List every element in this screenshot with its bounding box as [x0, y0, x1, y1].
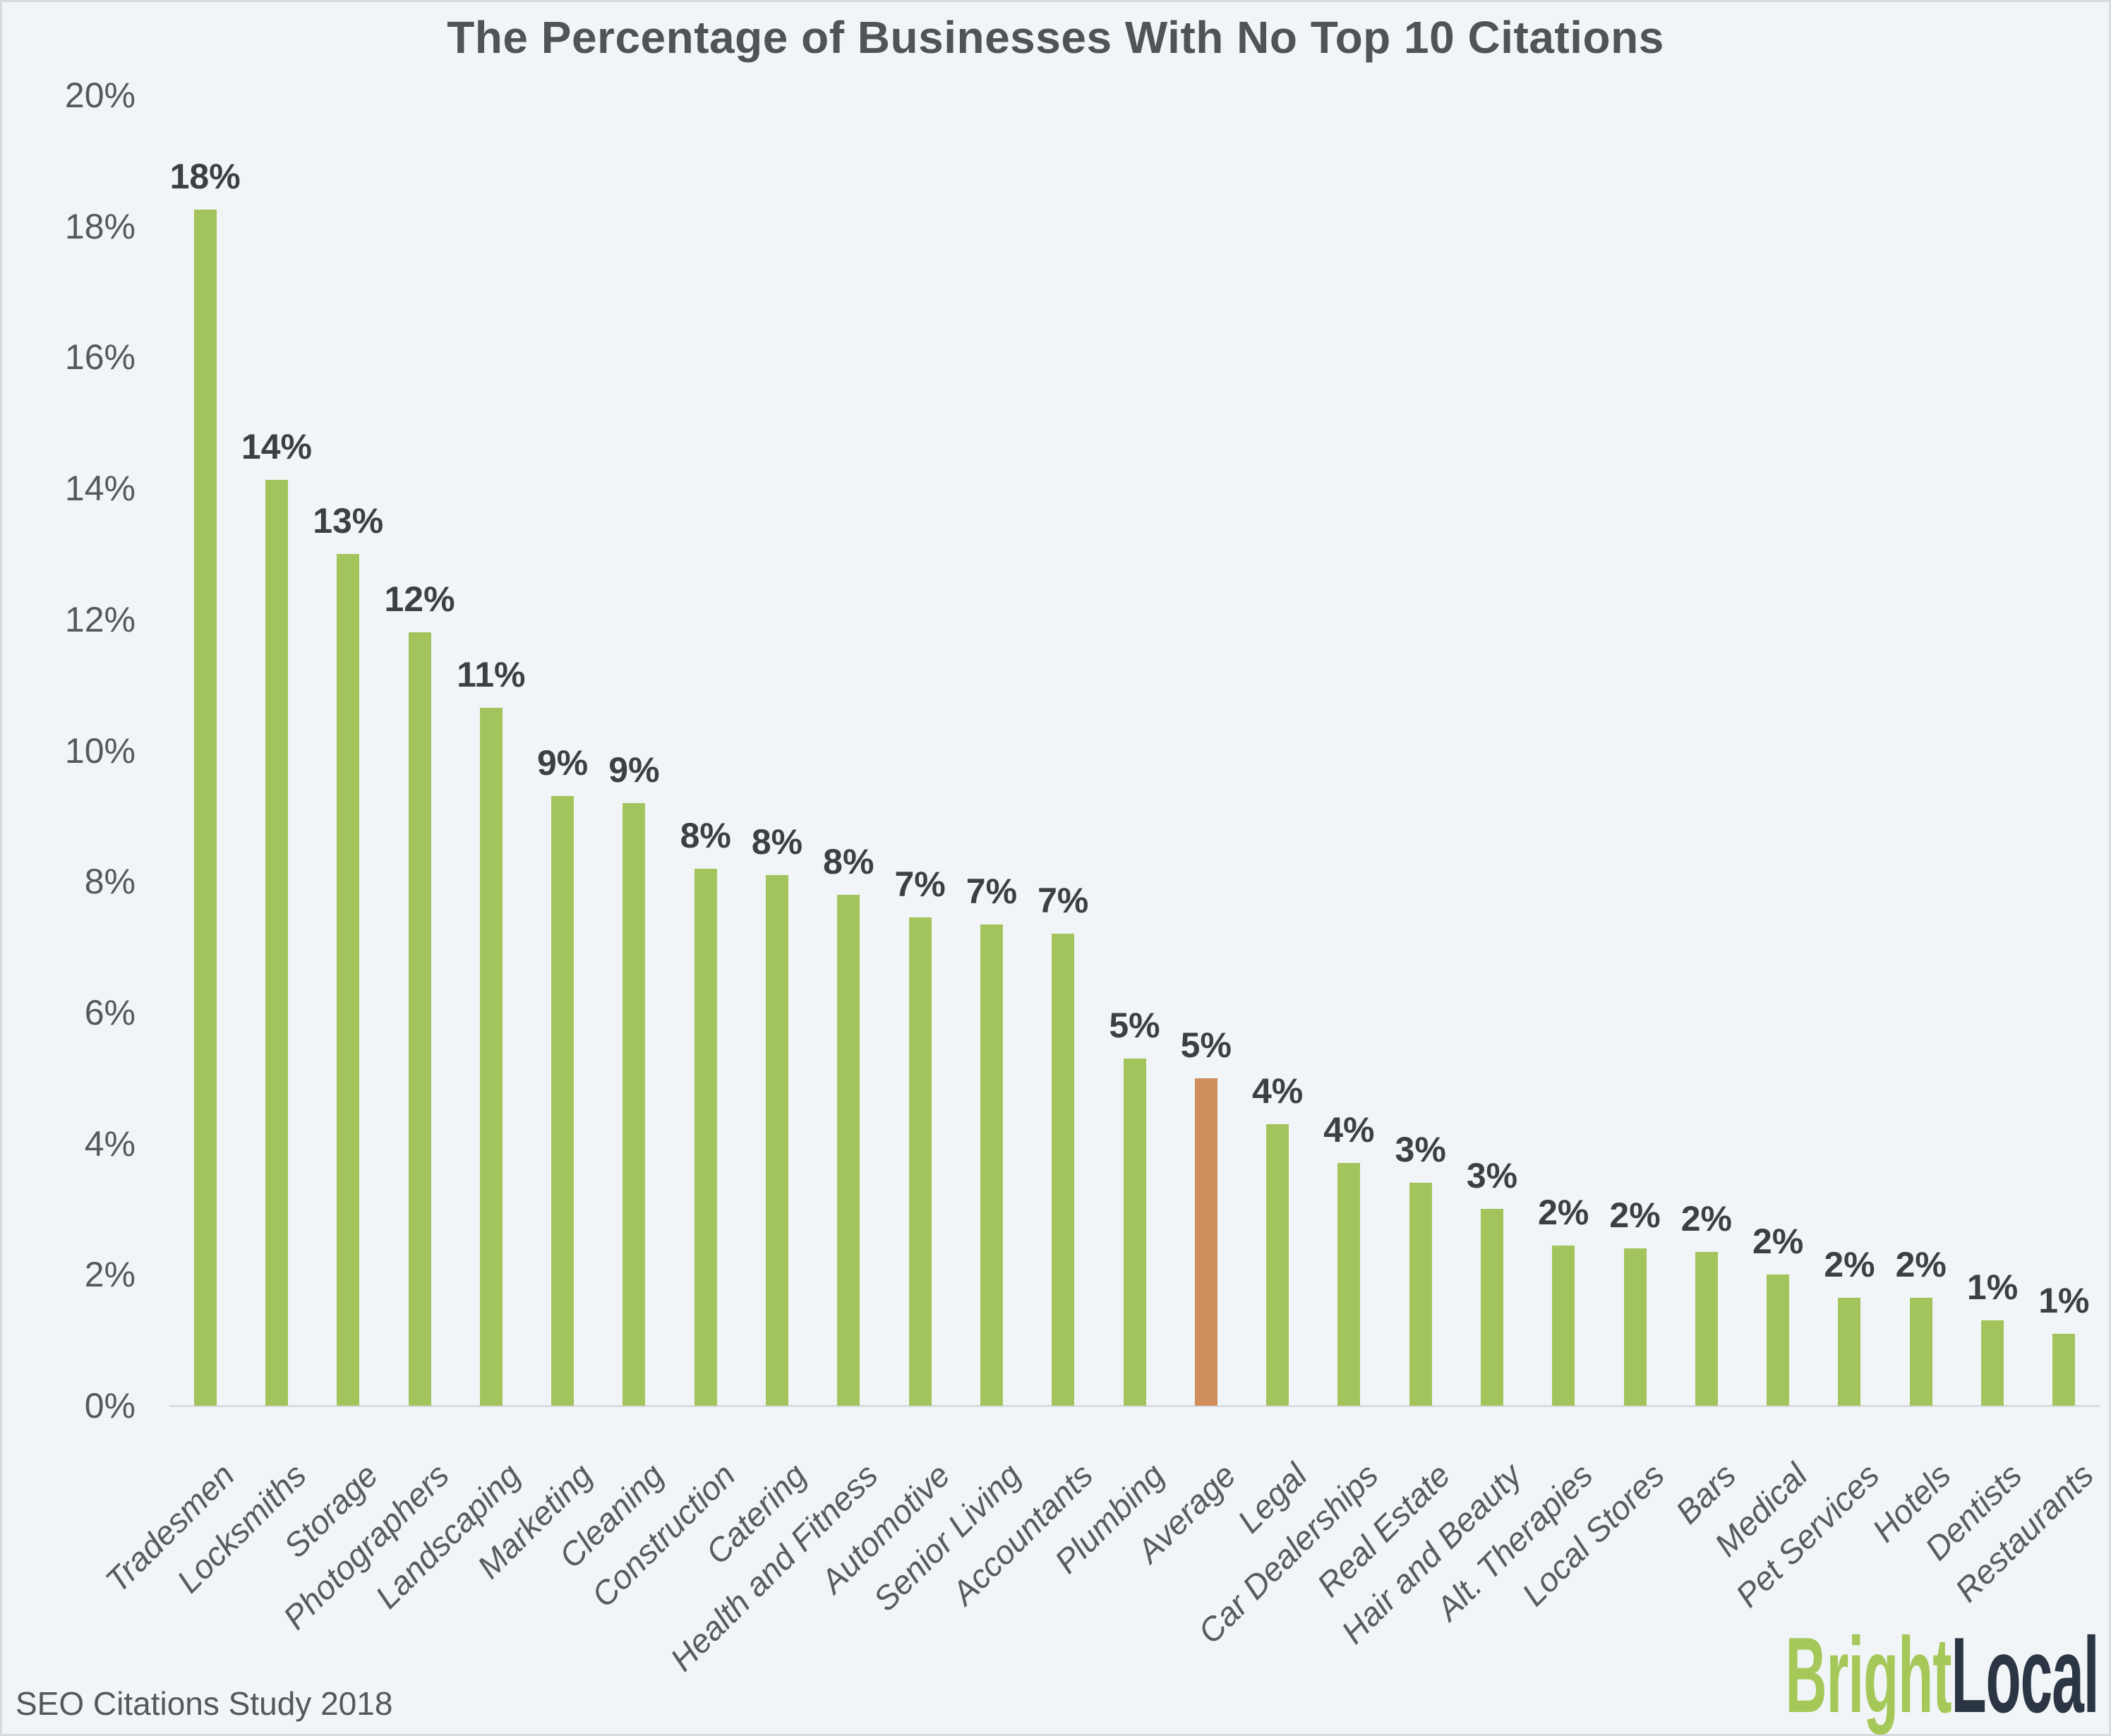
bar-plumbing	[1123, 1058, 1146, 1406]
brightlocal-logo: BrightLocal	[1785, 1619, 2099, 1732]
bar-landscaping	[479, 708, 503, 1406]
value-label-bars: 2%	[1680, 1198, 1732, 1238]
value-label-landscaping: 11%	[457, 655, 526, 695]
y-tick-label-20: 20%	[64, 76, 136, 115]
bar-restaurants	[2052, 1333, 2076, 1406]
value-label-local-stores: 2%	[1609, 1195, 1661, 1236]
value-label-automotive: 7%	[894, 864, 946, 905]
bar-dentists	[1981, 1320, 2004, 1406]
value-label-hair-and-beauty: 3%	[1466, 1156, 1518, 1196]
source-note: SEO Citations Study 2018	[16, 1685, 393, 1722]
bar-bars	[1695, 1251, 1718, 1406]
value-label-locksmiths: 14%	[241, 427, 312, 467]
value-label-average: 5%	[1180, 1025, 1232, 1065]
y-tick-label-4: 4%	[84, 1123, 136, 1164]
value-label-photographers: 12%	[384, 579, 455, 620]
y-tick-label-6: 6%	[84, 992, 136, 1032]
value-label-restaurants: 1%	[2038, 1280, 2090, 1320]
value-label-dentists: 1%	[1966, 1267, 2019, 1308]
bar-hair-and-beauty	[1480, 1209, 1503, 1406]
logo-text-bright: Bright	[1784, 1615, 1951, 1735]
bar-car-dealerships	[1337, 1163, 1361, 1406]
value-label-construction: 8%	[680, 815, 731, 855]
bar-legal	[1266, 1123, 1289, 1406]
bar-medical	[1767, 1274, 1790, 1406]
y-tick-label-8: 8%	[84, 862, 136, 902]
bar-real-estate	[1409, 1183, 1432, 1406]
value-label-car-dealerships: 4%	[1323, 1110, 1375, 1150]
y-tick-label-10: 10%	[64, 730, 136, 771]
bar-marketing	[551, 796, 575, 1406]
value-label-cleaning: 9%	[608, 749, 660, 790]
bar-hotels	[1909, 1297, 1932, 1406]
value-label-accountants: 7%	[1038, 881, 1089, 921]
value-label-plumbing: 5%	[1109, 1005, 1160, 1045]
bar-average	[1194, 1078, 1217, 1406]
y-tick-label-16: 16%	[64, 337, 136, 378]
bar-accountants	[1052, 934, 1075, 1406]
bar-storage	[337, 553, 360, 1406]
value-label-catering: 8%	[751, 821, 803, 862]
y-tick-label-12: 12%	[64, 599, 136, 639]
y-tick-label-0: 0%	[84, 1386, 136, 1425]
bar-health-and-fitness	[837, 894, 860, 1406]
value-label-storage: 13%	[313, 500, 384, 541]
value-label-real-estate: 3%	[1395, 1130, 1446, 1170]
bar-pet-services	[1838, 1297, 1861, 1406]
y-tick-label-2: 2%	[84, 1255, 136, 1295]
bar-local-stores	[1623, 1248, 1647, 1406]
bar-senior-living	[980, 924, 1003, 1406]
value-label-marketing: 9%	[536, 743, 589, 783]
value-label-health-and-fitness: 8%	[823, 841, 874, 881]
bar-alt-therapies	[1552, 1245, 1575, 1406]
value-label-pet-services: 2%	[1824, 1244, 1875, 1284]
value-label-alt-therapies: 2%	[1538, 1192, 1589, 1232]
value-label-medical: 2%	[1752, 1222, 1804, 1262]
logo-text-local: Local	[1951, 1615, 2099, 1735]
bar-photographers	[408, 632, 431, 1406]
y-tick-label-18: 18%	[64, 206, 136, 246]
value-label-tradesmen: 18%	[169, 157, 241, 197]
value-label-legal: 4%	[1251, 1071, 1304, 1111]
bar-tradesmen	[193, 210, 217, 1406]
bar-construction	[694, 868, 717, 1406]
value-label-senior-living: 7%	[966, 871, 1018, 911]
chart-title: The Percentage of Businesses With No Top…	[447, 12, 1664, 63]
x-axis-line	[169, 1405, 2100, 1407]
bar-cleaning	[623, 802, 646, 1406]
bar-catering	[766, 874, 789, 1406]
bar-locksmiths	[265, 480, 288, 1406]
bar-automotive	[908, 917, 932, 1406]
y-tick-label-14: 14%	[64, 469, 136, 509]
value-label-hotels: 2%	[1895, 1244, 1947, 1284]
